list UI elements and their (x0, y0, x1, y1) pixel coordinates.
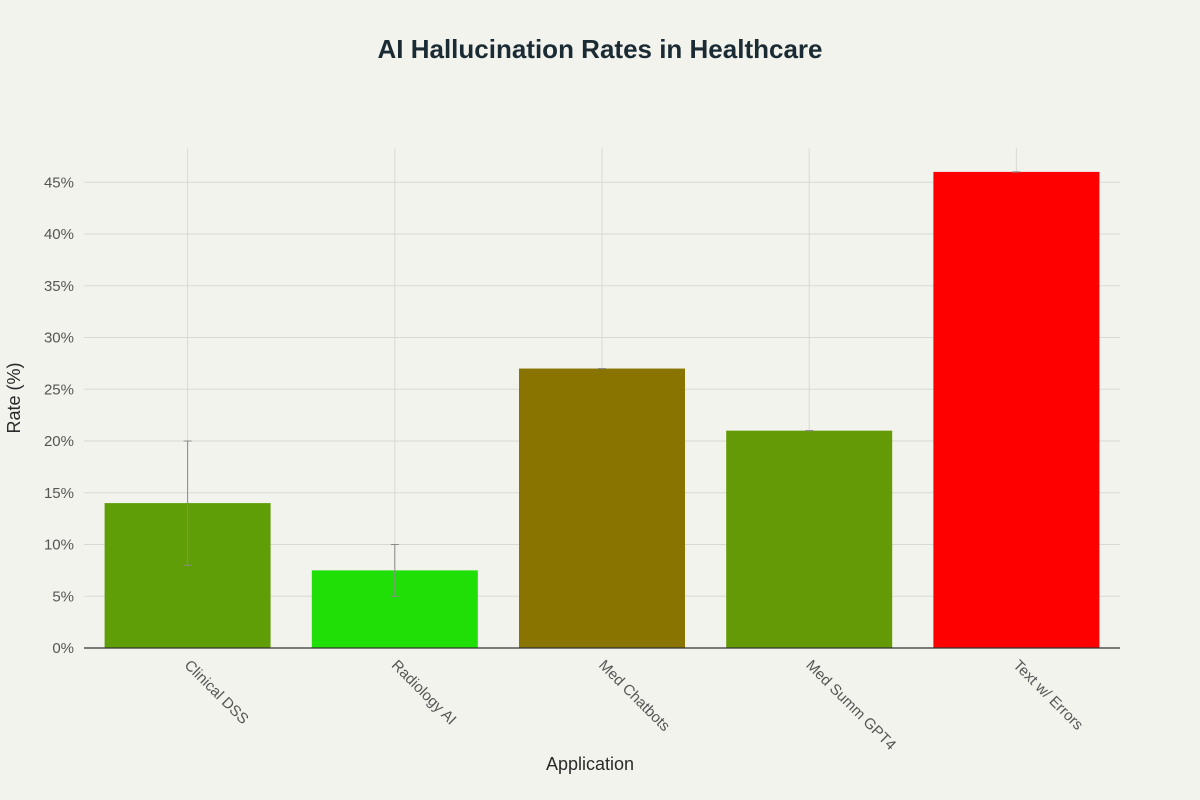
x-tick-label: Text w/ Errors (1010, 657, 1087, 734)
x-tick-labels: Clinical DSS Radiology AI Med Chatbots Med … (181, 657, 1087, 754)
y-tick-label: 25% (44, 381, 74, 398)
y-tick-label: 5% (52, 588, 74, 605)
bar[interactable] (933, 171, 1100, 648)
y-tick-labels: 0% 5% 10% 15% 20% 25% 30% 35% 40% 45% (44, 174, 74, 657)
y-tick-label: 15% (44, 485, 74, 502)
chart-title: AI Hallucination Rates in Healthcare (377, 34, 822, 64)
bar[interactable] (519, 368, 685, 648)
x-tick-label: Med Chatbots (595, 657, 673, 735)
y-tick-label: 0% (52, 640, 74, 657)
y-tick-label: 10% (44, 537, 74, 554)
x-tick-label: Clinical DSS (181, 657, 252, 728)
y-tick-label: 35% (44, 278, 74, 295)
x-tick-label: Med Summ GPT4 (802, 657, 899, 754)
y-tick-label: 20% (44, 433, 74, 450)
y-axis-title: Rate (%) (4, 362, 24, 433)
y-tick-label: 30% (44, 330, 74, 347)
y-tick-label: 45% (44, 174, 74, 191)
bar[interactable] (726, 430, 893, 648)
y-tick-label: 40% (44, 226, 74, 243)
bar-layer (104, 171, 1100, 648)
x-axis-title: Application (546, 754, 634, 774)
error-bar-layer (183, 171, 1021, 597)
x-tick-label: Radiology AI (388, 657, 460, 729)
